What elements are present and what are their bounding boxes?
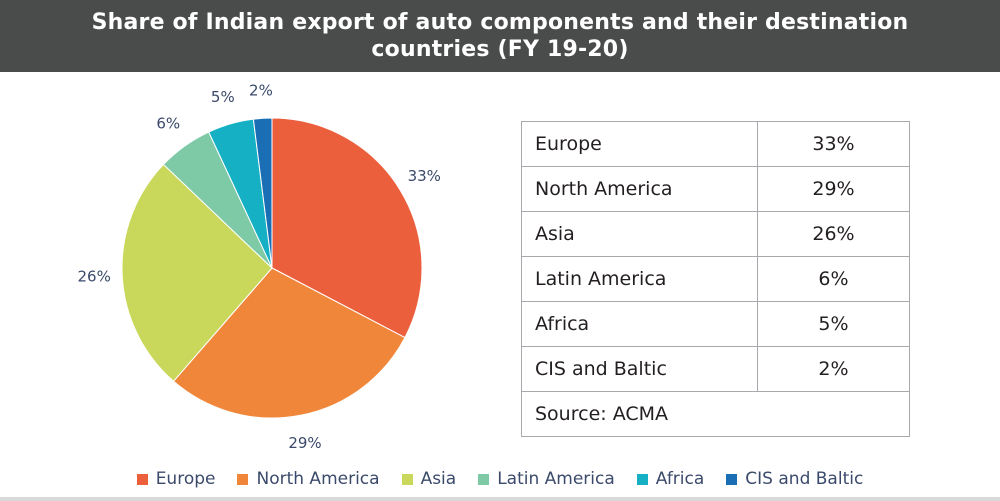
legend-label: Africa (655, 469, 705, 489)
pie-label-europe: 33% (408, 167, 441, 185)
bottom-divider (0, 497, 1000, 501)
legend-label: Asia (420, 469, 457, 489)
table-row: Africa 5% (521, 301, 910, 347)
pie-slices (121, 117, 423, 419)
table-source-row: Source: ACMA (521, 391, 910, 437)
table-row: Europe 33% (521, 121, 910, 167)
table-cell-share: 5% (757, 301, 910, 347)
legend-swatch (478, 473, 490, 485)
legend-item-europe: Europe (136, 469, 216, 489)
pie-label-cis-and-baltic: 2% (249, 81, 273, 99)
chart-title-bar: Share of Indian export of auto component… (0, 0, 1000, 72)
legend-label: CIS and Baltic (745, 469, 864, 489)
legend-swatch (237, 473, 249, 485)
legend-label: Latin America (497, 469, 615, 489)
pie-label-north-america: 29% (288, 434, 321, 452)
legend-label: Europe (155, 469, 216, 489)
pie-label-asia: 26% (78, 267, 111, 285)
pie-slice-asia (121, 163, 273, 382)
table-cell-region: North America (521, 166, 758, 212)
pie-slice-north-america (172, 267, 406, 419)
legend-swatch (401, 473, 413, 485)
legend-item-asia: Asia (401, 469, 457, 489)
legend-item-north-america: North America (237, 469, 380, 489)
legend-item-latin-america: Latin America (478, 469, 615, 489)
pie-label-africa: 5% (211, 88, 235, 106)
legend: Europe North America Asia Latin America Afri… (0, 466, 1000, 492)
table-cell-region: Asia (521, 211, 758, 257)
table-cell-share: 29% (757, 166, 910, 212)
table-cell-share: 6% (757, 256, 910, 302)
pie-label-latin-america: 6% (156, 114, 180, 132)
pie-slice-europe (271, 117, 423, 339)
table-row: North America 29% (521, 166, 910, 212)
pie-chart: 33% 29% 26% 6% 5% 2% (78, 81, 441, 452)
legend-swatch (726, 473, 738, 485)
table-source: Source: ACMA (521, 391, 910, 437)
table-cell-region: Europe (521, 121, 758, 167)
share-table: Europe 33% North America 29% Asia 26% La… (521, 121, 910, 437)
legend-swatch (136, 473, 148, 485)
pie-labels: 33% 29% 26% 6% 5% 2% (78, 81, 441, 452)
table-row: CIS and Baltic 2% (521, 346, 910, 392)
table-cell-region: Latin America (521, 256, 758, 302)
pie-slice-cis-and-baltic (252, 117, 273, 269)
table-cell-region: CIS and Baltic (521, 346, 758, 392)
table-cell-share: 33% (757, 121, 910, 167)
table-cell-share: 2% (757, 346, 910, 392)
chart-title-line-2: countries (FY 19-20) (371, 37, 629, 62)
chart-title-line-1: Share of Indian export of auto component… (91, 10, 909, 35)
table-cell-region: Africa (521, 301, 758, 347)
table-cell-share: 26% (757, 211, 910, 257)
table-row: Latin America 6% (521, 256, 910, 302)
legend-item-africa: Africa (636, 469, 705, 489)
legend-item-cis-and-baltic: CIS and Baltic (726, 469, 863, 489)
legend-label: North America (256, 469, 380, 489)
legend-swatch (636, 473, 648, 485)
table-row: Asia 26% (521, 211, 910, 257)
